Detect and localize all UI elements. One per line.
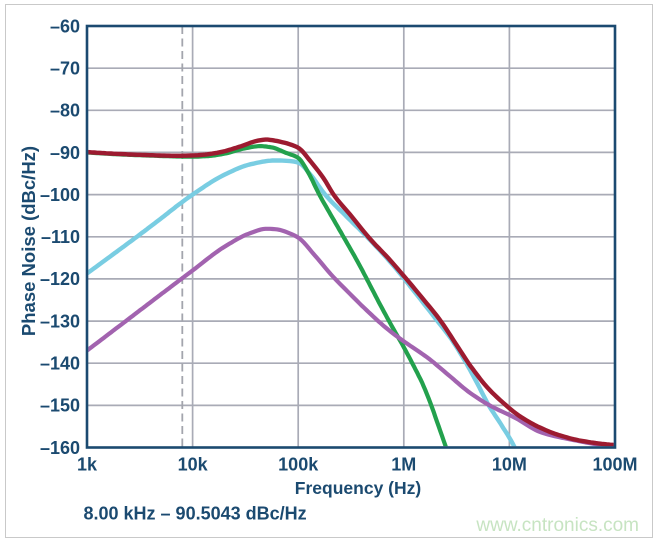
svg-text:–70: –70 <box>50 59 80 79</box>
svg-text:8.00 kHz – 90.5043 dBc/Hz: 8.00 kHz – 90.5043 dBc/Hz <box>84 504 307 524</box>
svg-text:–100: –100 <box>40 185 80 205</box>
svg-text:10k: 10k <box>178 455 209 475</box>
svg-text:–120: –120 <box>40 269 80 289</box>
svg-text:10M: 10M <box>492 455 527 475</box>
svg-text:1M: 1M <box>391 455 416 475</box>
svg-text:100k: 100k <box>278 455 319 475</box>
svg-text:–160: –160 <box>40 438 80 458</box>
svg-text:100M: 100M <box>592 455 637 475</box>
svg-text:1k: 1k <box>77 455 98 475</box>
svg-text:–60: –60 <box>50 16 80 36</box>
svg-text:–150: –150 <box>40 396 80 416</box>
svg-text:–130: –130 <box>40 311 80 331</box>
svg-text:–110: –110 <box>41 227 80 247</box>
svg-text:Frequency (Hz): Frequency (Hz) <box>295 478 421 498</box>
svg-text:–140: –140 <box>40 354 80 374</box>
svg-text:www.cntronics.com: www.cntronics.com <box>475 515 639 536</box>
svg-text:Phase Noise (dBc/Hz): Phase Noise (dBc/Hz) <box>18 146 39 336</box>
svg-text:–80: –80 <box>50 101 80 121</box>
svg-text:–90: –90 <box>50 143 80 163</box>
